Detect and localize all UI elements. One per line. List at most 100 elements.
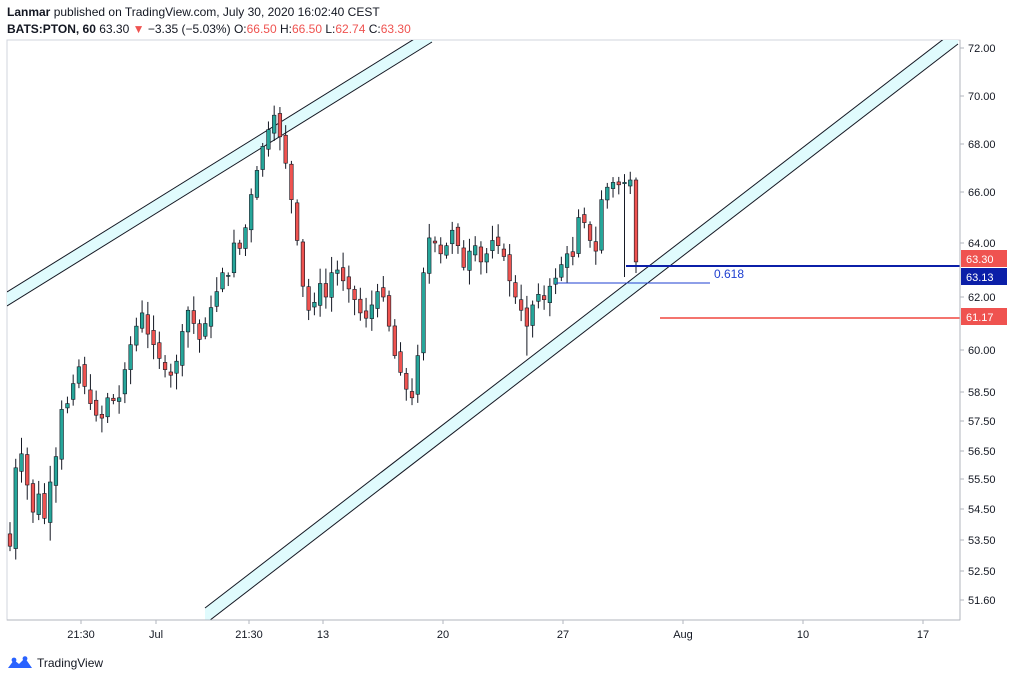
candle-body-down [237, 242, 242, 249]
price-tick-label: 51.60 [968, 595, 996, 607]
candle [599, 190, 604, 254]
candle-body-down [404, 373, 409, 390]
candle-body-down [478, 246, 484, 263]
candle [570, 236, 575, 266]
candle-body-down [295, 202, 300, 241]
candle [139, 300, 145, 333]
candle-body-up [71, 383, 76, 400]
candle-body-down [501, 248, 507, 257]
candle-body-down [392, 325, 397, 356]
candle-body-up [427, 237, 432, 274]
candle-body-up [467, 250, 472, 271]
candle [438, 237, 443, 264]
candle [243, 224, 248, 256]
close-label: C: [368, 22, 381, 36]
candle-body-down [99, 414, 104, 419]
candle [59, 400, 64, 470]
candle-body-up [59, 409, 64, 460]
candle [530, 300, 535, 338]
candle-body-up [312, 301, 317, 308]
lower-channel-fill[interactable] [205, 28, 958, 624]
tradingview-logo-icon [8, 656, 32, 668]
candle-body-up [53, 456, 59, 486]
candle [122, 362, 127, 404]
price-tag-bg [961, 250, 1007, 267]
candle-body-down [111, 397, 116, 401]
candle [409, 378, 415, 406]
candle [99, 405, 104, 433]
candle [145, 301, 150, 349]
candle-body-down [524, 307, 529, 327]
candle-body-down [94, 399, 99, 416]
candle-body-down [352, 289, 357, 300]
candle [157, 331, 162, 369]
candle [467, 238, 472, 285]
price-tick-label: 70.00 [968, 91, 996, 103]
candle-body-up [249, 194, 254, 231]
candle-body-down [306, 286, 311, 311]
candle [358, 287, 363, 321]
candle [134, 317, 139, 352]
plot-frame [6, 39, 961, 621]
candle [346, 265, 351, 303]
candle-body-up [335, 269, 340, 274]
candle [542, 285, 547, 310]
candle-body-down [461, 247, 466, 268]
candle [628, 171, 633, 195]
candle [53, 447, 59, 503]
high-value: 66.50 [291, 22, 323, 36]
lower-channel-bottom-line[interactable] [205, 43, 959, 624]
candle [478, 241, 484, 275]
candle [306, 278, 311, 321]
candle [473, 236, 478, 262]
candle [490, 225, 495, 259]
open-value: 66.50 [246, 22, 277, 36]
upper-channel-fill[interactable] [7, 28, 432, 306]
candle-body-up [185, 309, 191, 333]
candle [25, 447, 30, 500]
candle-body-up [128, 344, 133, 370]
price-tick-label: 53.50 [968, 535, 996, 547]
candle-body-down [432, 240, 438, 244]
time-axis[interactable]: 21:30 Jul 21:30 13 20 27 Aug 10 17 [7, 619, 960, 641]
candle-body-up [36, 493, 41, 515]
candle-body-up [260, 146, 265, 170]
candle [341, 252, 346, 291]
candle-body-down [168, 371, 173, 376]
candle-body-up [203, 323, 208, 337]
candle [587, 221, 593, 248]
candle-body-down [42, 493, 47, 519]
channel-drawings[interactable] [7, 28, 959, 624]
candle [593, 226, 598, 265]
lower-channel-top-line[interactable] [204, 28, 958, 609]
candle-body-up [318, 283, 323, 306]
fib-0618-label[interactable]: 0.618 [714, 267, 744, 281]
upper-channel-top-line[interactable] [7, 28, 432, 293]
price-tick-label: 60.00 [968, 345, 996, 357]
level-drawings[interactable]: 0.618 [556, 265, 960, 319]
candle [180, 324, 185, 377]
candle-body-down [358, 298, 363, 314]
candle [576, 209, 581, 258]
candle [42, 483, 47, 525]
symbol-label: BATS:PTON, 60 [7, 22, 96, 36]
upper-channel-bottom-line[interactable] [7, 41, 433, 307]
candle [415, 344, 420, 403]
candle-body-up [254, 170, 260, 198]
tradingview-footer[interactable]: TradingView [7, 656, 103, 670]
candle-body-up [65, 403, 70, 409]
candle-body-down [341, 267, 346, 282]
author-name[interactable]: Lanmar [7, 5, 51, 19]
candle [111, 394, 116, 405]
candle [524, 295, 529, 356]
candle-body-up [490, 240, 495, 251]
candle-body-down [30, 483, 36, 513]
candle-body-down [7, 533, 13, 547]
candle [519, 284, 524, 322]
candle-body-down [438, 244, 443, 255]
price-axis[interactable]: 72.00 70.00 68.00 66.00 64.00 62.00 60.00 58.50… [959, 40, 1007, 620]
price-tick-label: 52.50 [968, 566, 996, 578]
last-price: 63.30 [99, 22, 130, 36]
price-tag-bg [961, 308, 1007, 325]
